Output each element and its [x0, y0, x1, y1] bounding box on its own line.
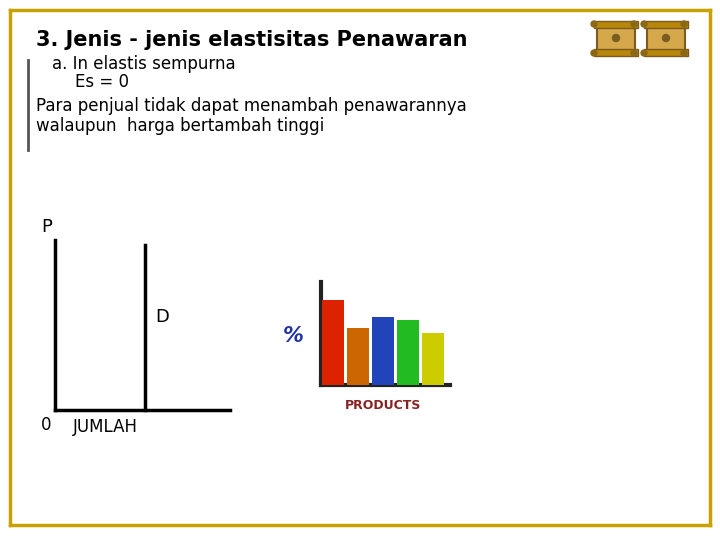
Text: Para penjual tidak dapat menambah penawarannya: Para penjual tidak dapat menambah penawa…	[36, 97, 467, 115]
Circle shape	[631, 50, 637, 56]
Text: %: %	[283, 326, 304, 346]
Bar	[644, 21, 688, 28]
Circle shape	[662, 35, 670, 42]
Bar	[594, 49, 638, 56]
Bar	[397, 320, 419, 385]
Circle shape	[613, 35, 619, 42]
Text: 0: 0	[40, 416, 51, 434]
Circle shape	[641, 21, 647, 27]
Text: 3. Jenis - jenis elastisitas Penawaran: 3. Jenis - jenis elastisitas Penawaran	[36, 30, 467, 50]
Text: P: P	[41, 218, 52, 236]
Circle shape	[591, 50, 597, 56]
FancyBboxPatch shape	[647, 23, 685, 53]
Text: Es = 0: Es = 0	[75, 73, 129, 91]
Bar	[322, 300, 344, 385]
Bar	[644, 49, 688, 56]
Circle shape	[631, 21, 637, 27]
Text: PRODUCTS: PRODUCTS	[345, 399, 421, 412]
Bar	[422, 333, 444, 385]
Text: a. In elastis sempurna: a. In elastis sempurna	[52, 55, 235, 73]
Text: JUMLAH: JUMLAH	[73, 418, 138, 436]
Circle shape	[641, 50, 647, 56]
Circle shape	[681, 50, 687, 56]
Bar	[372, 316, 394, 385]
Bar	[347, 328, 369, 385]
Circle shape	[681, 21, 687, 27]
Bar	[594, 21, 638, 28]
Text: D: D	[155, 307, 169, 326]
FancyBboxPatch shape	[597, 23, 635, 53]
Text: walaupun  harga bertambah tinggi: walaupun harga bertambah tinggi	[36, 117, 324, 135]
Circle shape	[591, 21, 597, 27]
